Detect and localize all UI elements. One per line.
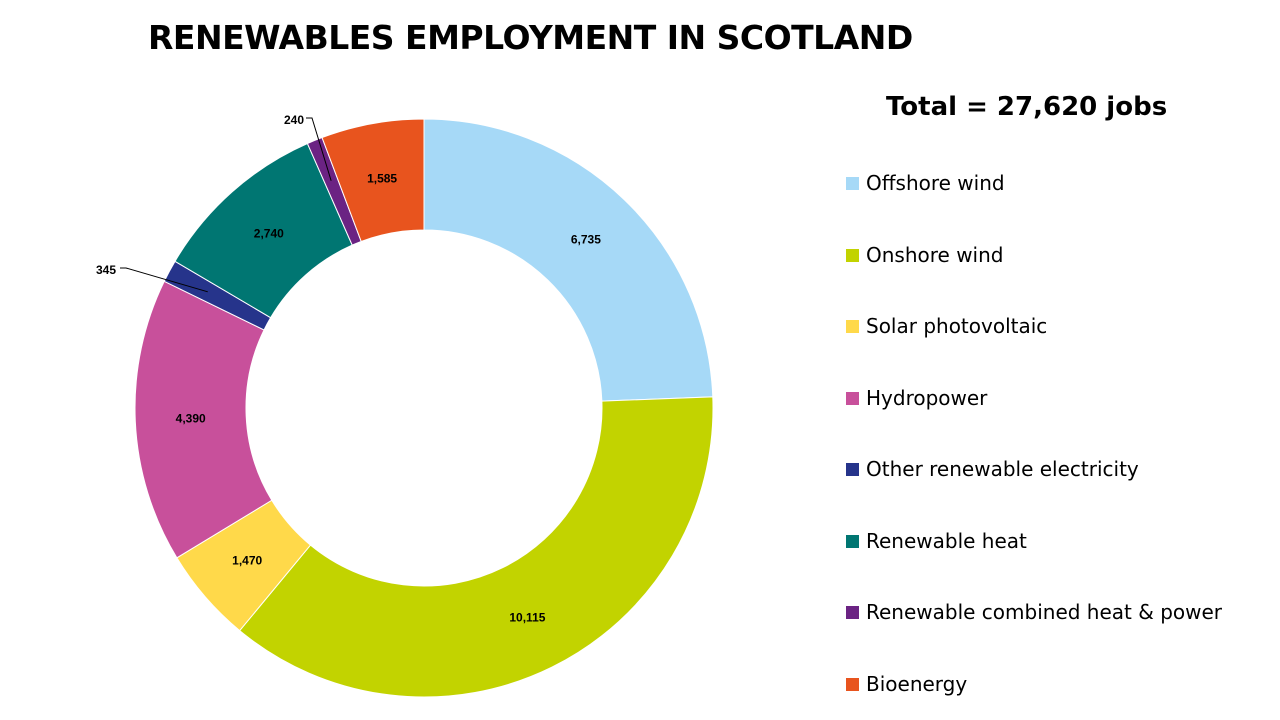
donut-slices: [134, 118, 714, 698]
legend-item-renewable-heat: Renewable heat: [846, 524, 1222, 596]
legend-swatch: [846, 248, 859, 262]
data-label-bioenergy: 1,585: [367, 171, 397, 185]
legend: Offshore wind Onshore wind Solar photovolt…: [846, 166, 1222, 720]
legend-item-bioenergy: Bioenergy: [846, 667, 1222, 720]
legend-swatch: [846, 534, 859, 548]
legend-label: Other renewable electricity: [866, 457, 1139, 481]
legend-label: Solar photovoltaic: [866, 314, 1048, 338]
slice-hydropower: [134, 280, 273, 559]
legend-swatch: [846, 320, 859, 333]
legend-swatch: [846, 177, 859, 190]
slice-bioenergy: [321, 118, 425, 243]
legend-label: Renewable combined heat & power: [866, 600, 1223, 624]
legend-label: Hydropower: [866, 385, 988, 410]
data-label-renewable-heat: 2,740: [254, 227, 284, 241]
legend-item-onshore-wind: Onshore wind: [846, 238, 1222, 310]
legend-label: Renewable heat: [866, 528, 1027, 553]
total-label: Total = 27,620 jobs: [886, 92, 1168, 122]
legend-item-other-renewable-electricity: Other renewable electricity: [846, 452, 1222, 524]
slice-offshore-wind: [423, 118, 714, 402]
legend-item-renewable-combined-heat-and-power: Renewable combined heat & power: [846, 595, 1222, 667]
legend-swatch: [846, 463, 859, 476]
legend-item-solar-photovoltaic: Solar photovoltaic: [846, 309, 1222, 381]
leader-lines: [120, 117, 332, 293]
data-labels: 6,735 10,115 1,470 4,390 345 2,740 240 1,585: [96, 113, 601, 624]
legend-swatch: [846, 606, 859, 619]
leader-line-other-renewable-electricity: [120, 267, 208, 293]
legend-label: Offshore wind: [866, 171, 1005, 195]
slice-onshore-wind: [238, 396, 714, 698]
data-label-offshore-wind: 6,735: [571, 233, 601, 247]
data-label-hydropower: 4,390: [176, 412, 206, 426]
legend-item-offshore-wind: Offshore wind: [846, 166, 1222, 238]
data-label-onshore-wind: 10,115: [509, 610, 545, 624]
data-label-renewable-combined-heat-and-power: 240: [284, 113, 304, 127]
data-label-other-renewable-electricity: 345: [96, 263, 116, 277]
legend-label: Bioenergy: [866, 671, 968, 696]
data-label-solar-photovoltaic: 1,470: [232, 554, 262, 568]
chart-title: RENEWABLES EMPLOYMENT IN SCOTLAND: [148, 18, 913, 57]
leader-line-renewable-combined-heat-and-power: [306, 117, 332, 181]
legend-label: Onshore wind: [866, 242, 1004, 267]
legend-swatch: [846, 677, 859, 691]
legend-item-hydropower: Hydropower: [846, 381, 1222, 453]
legend-swatch: [846, 391, 859, 405]
